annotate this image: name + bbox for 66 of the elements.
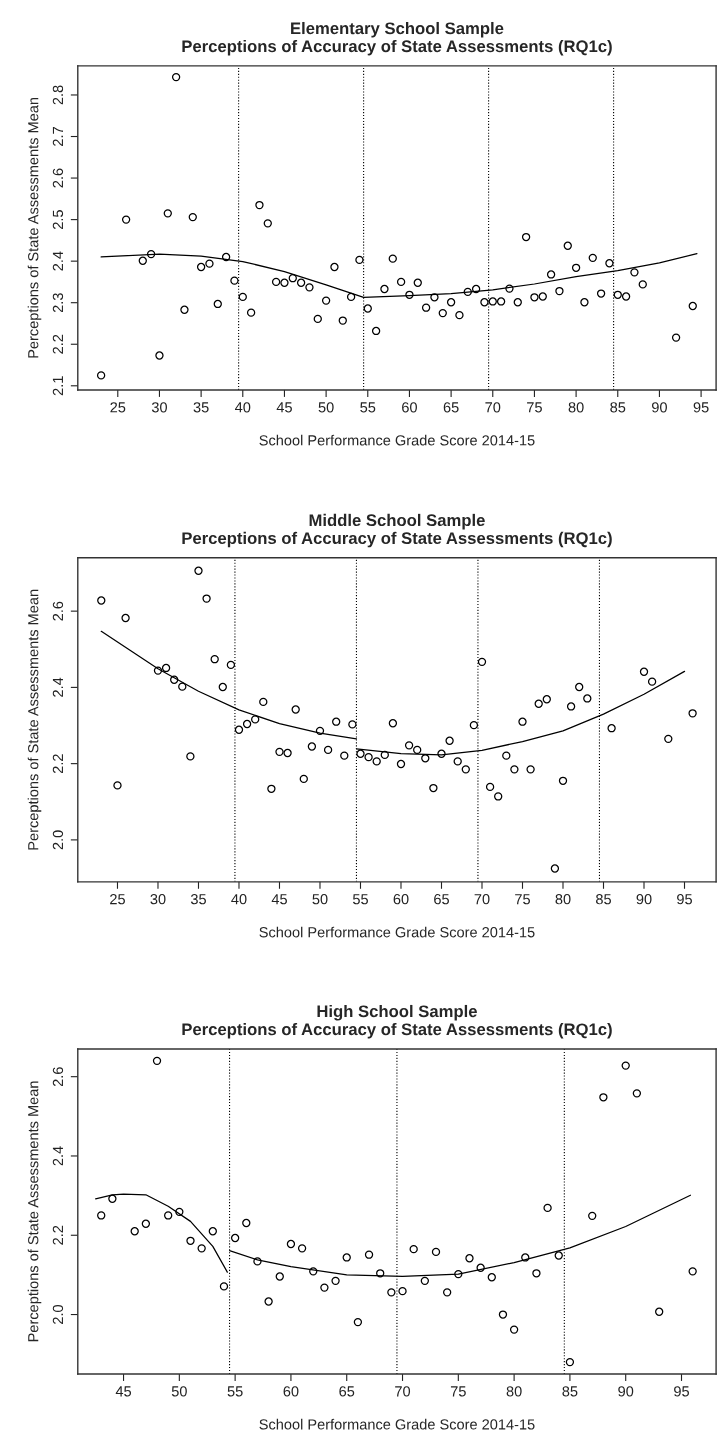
y-tick-label: 2.3 [52, 293, 64, 313]
x-tick-label: 55 [352, 894, 368, 905]
x-tick-label: 35 [193, 402, 209, 413]
x-axis-title: School Performance Grade Score 2014-15 [259, 926, 535, 938]
x-tick-label: 85 [562, 1386, 578, 1397]
x-tick-label: 75 [527, 402, 542, 413]
x-tick-label: 50 [318, 402, 334, 413]
x-tick-label: 90 [618, 1386, 634, 1397]
x-tick-label: 55 [227, 1386, 243, 1397]
x-tick-label: 50 [312, 894, 328, 905]
x-tick-label: 95 [674, 1386, 689, 1397]
y-tick-label: 2.1 [52, 376, 63, 396]
x-tick-label: 85 [596, 894, 611, 905]
x-tick-label: 25 [110, 402, 126, 413]
x-tick-label: 80 [555, 894, 571, 905]
y-tick-label: 2.2 [52, 1225, 63, 1245]
y-tick-label: 2.4 [52, 251, 63, 271]
x-tick-label: 60 [393, 894, 409, 905]
x-tick-label: 35 [190, 894, 206, 905]
x-tick-label: 65 [339, 1386, 355, 1397]
x-tick-label: 40 [235, 402, 251, 413]
chart-title: Middle School Sample Perceptions of Accuracy of State Assessments (RQ1c) [182, 513, 612, 548]
x-axis-title: School Performance Grade Score 2014-15 [259, 434, 535, 446]
x-tick-label: 45 [115, 1386, 132, 1397]
x-tick-label: 90 [652, 402, 667, 413]
x-tick-label: 45 [271, 894, 287, 905]
y-tick-label: 2.0 [52, 830, 64, 850]
x-tick-label: 70 [395, 1386, 411, 1397]
x-tick-label: 90 [636, 894, 652, 905]
y-axis-title: Perceptions of State Assessments Mean [27, 589, 42, 850]
y-axis-title: Perceptions of State Assessments Mean [27, 97, 42, 358]
x-tick-label: 30 [150, 894, 166, 905]
x-tick-label: 30 [151, 402, 167, 413]
chart-title: Elementary School Sample Perceptions of Accuracy of State Assessments (RQ1c) [182, 21, 612, 56]
y-tick-label: 2.4 [52, 1146, 63, 1166]
y-tick-label: 2.2 [52, 754, 63, 774]
x-tick-label: 85 [610, 402, 626, 413]
x-tick-label: 70 [474, 894, 490, 905]
x-tick-label: 45 [276, 402, 292, 413]
y-axis-title: Perceptions of State Assessments Mean [27, 1081, 42, 1342]
y-tick-label: 2.8 [52, 85, 64, 105]
x-tick-label: 40 [231, 894, 247, 905]
x-axis-title: School Performance Grade Score 2014-15 [259, 1418, 535, 1430]
x-tick-label: 75 [515, 894, 530, 905]
y-tick-label: 2.6 [52, 601, 64, 621]
x-tick-label: 60 [402, 402, 417, 413]
x-tick-label: 70 [485, 402, 501, 413]
x-tick-label: 95 [677, 894, 692, 905]
y-tick-label: 2.4 [52, 677, 63, 697]
x-tick-label: 65 [434, 894, 449, 905]
chart-title: High School Sample Perceptions of Accuracy of State Assessments (RQ1c) [182, 1004, 612, 1039]
y-tick-label: 2.6 [52, 1067, 64, 1087]
x-tick-label: 55 [360, 402, 376, 413]
x-tick-label: 60 [283, 1386, 299, 1397]
x-tick-label: 80 [506, 1386, 522, 1397]
y-tick-label: 2.7 [52, 127, 63, 146]
y-tick-label: 2.6 [52, 168, 64, 188]
x-tick-label: 80 [568, 402, 584, 413]
y-tick-label: 2.2 [52, 334, 63, 354]
x-tick-label: 25 [110, 894, 125, 905]
x-tick-label: 95 [693, 402, 709, 413]
x-tick-label: 65 [443, 402, 459, 413]
x-tick-label: 75 [450, 1386, 466, 1397]
x-tick-label: 50 [171, 1386, 187, 1397]
y-tick-label: 2.0 [52, 1304, 64, 1324]
y-tick-label: 2.5 [52, 210, 64, 230]
